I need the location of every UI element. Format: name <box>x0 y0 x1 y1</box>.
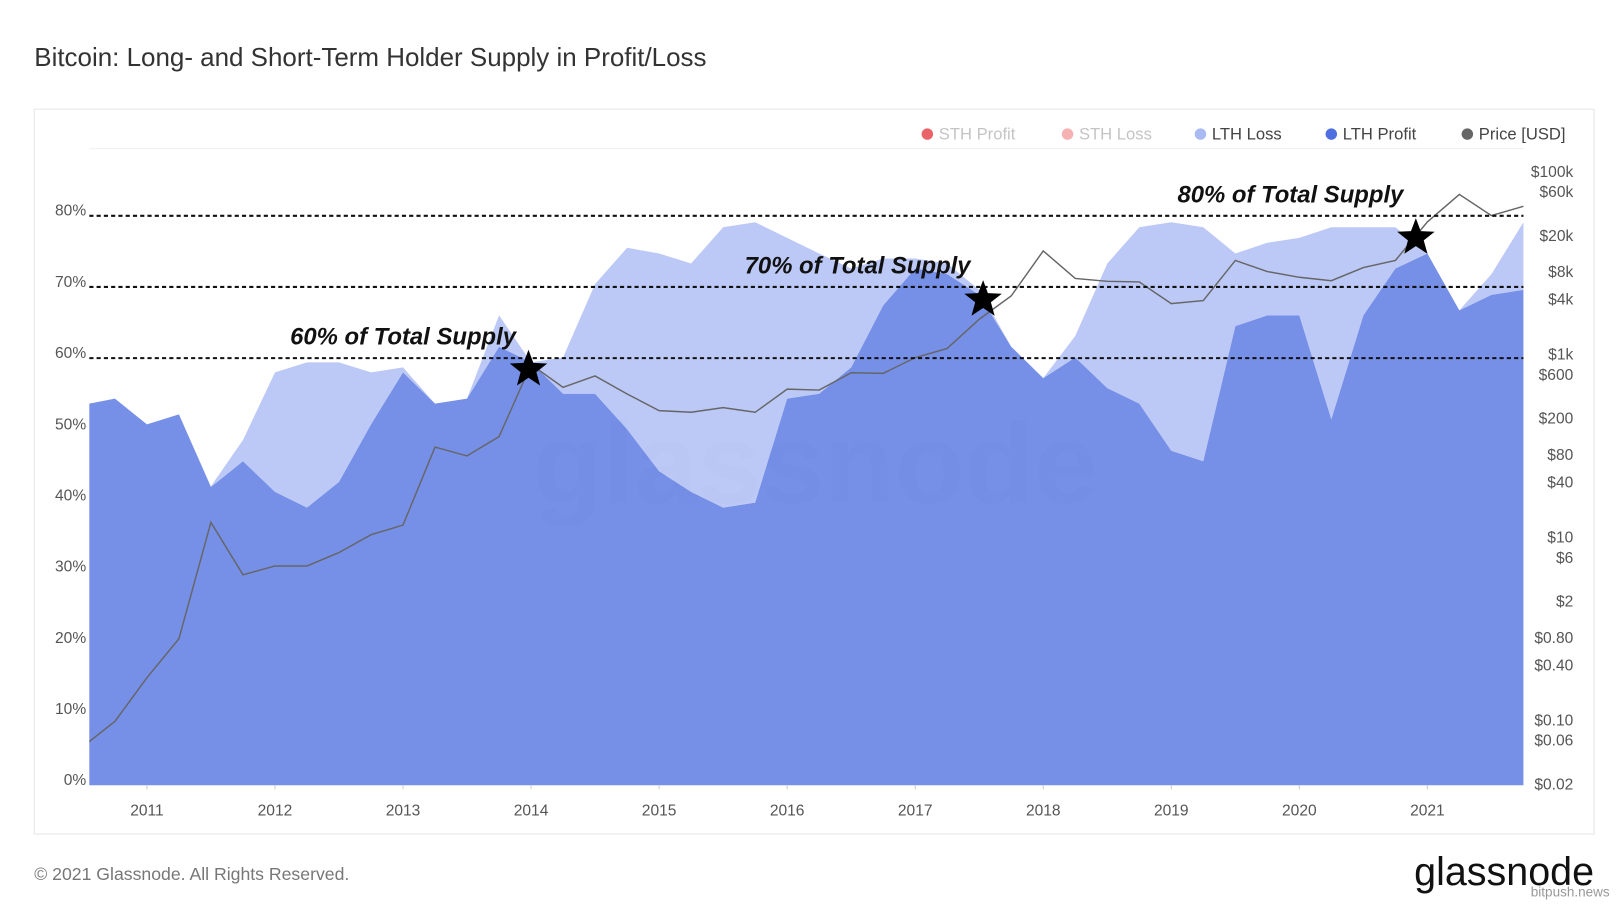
plot-area <box>88 193 1524 786</box>
legend-swatch <box>1194 128 1207 140</box>
source-watermark: bitpush.news <box>1531 885 1610 900</box>
legend-label: LTH Loss <box>1212 125 1282 144</box>
x-tick-label: 2012 <box>258 802 293 819</box>
x-tick-label: 2014 <box>514 802 549 819</box>
legend-item[interactable]: Price [USD] <box>1461 125 1566 144</box>
x-tick-label: 2011 <box>130 802 163 819</box>
x-tick-label: 2015 <box>642 802 677 819</box>
y-tick-label: 60% <box>55 345 86 362</box>
area <box>89 222 1524 508</box>
legend-item[interactable]: LTH Profit <box>1325 125 1417 144</box>
y2-tick-label: $60k <box>1540 184 1574 201</box>
y-tick-label: 80% <box>55 203 86 220</box>
legend-label: STH Profit <box>939 125 1016 144</box>
legend-label: LTH Profit <box>1343 125 1417 144</box>
x-tick-label: 2020 <box>1282 802 1317 819</box>
logo: glassnode <box>1414 850 1594 894</box>
y2-tick-label: $1k <box>1548 347 1573 364</box>
y2-tick-label: $20k <box>1540 228 1574 245</box>
legend-item[interactable]: STH Profit <box>921 125 1016 144</box>
annotation-label: 60% of Total Supply <box>290 324 518 351</box>
y2-tick-label: $4k <box>1548 292 1573 309</box>
legend-item[interactable]: LTH Loss <box>1194 125 1282 144</box>
x-tick-label: 2013 <box>386 802 421 819</box>
y-tick-label: 0% <box>64 772 87 789</box>
chart-title: Bitcoin: Long- and Short-Term Holder Sup… <box>34 42 706 72</box>
x-tick-label: 2017 <box>898 802 933 819</box>
legend-swatch <box>1461 128 1474 140</box>
annotation-label: 80% of Total Supply <box>1177 181 1405 208</box>
legend-label: STH Loss <box>1079 125 1152 144</box>
y-tick-label: 50% <box>55 416 86 433</box>
star-marker <box>1397 218 1435 254</box>
star-marker <box>509 349 548 386</box>
legend-swatch <box>1325 128 1338 140</box>
legend-swatch <box>1061 128 1074 140</box>
y2-tick-label: $0.02 <box>1534 776 1573 793</box>
y2-tick-label: $40 <box>1547 475 1573 492</box>
footer: © 2021 Glassnode. All Rights Reserved. <box>34 864 349 884</box>
y-tick-label: 40% <box>55 487 86 504</box>
price-line <box>88 193 1524 743</box>
y2-tick-label: $100k <box>1531 164 1574 181</box>
legend-swatch <box>921 128 934 140</box>
y2-tick-label: $0.10 <box>1534 712 1573 729</box>
y-tick-label: 30% <box>55 559 86 576</box>
y-tick-label: 70% <box>55 274 86 291</box>
y2-tick-label: $6 <box>1556 550 1573 567</box>
legend-item[interactable]: STH Loss <box>1061 125 1152 144</box>
y-tick-label: 20% <box>55 630 86 647</box>
star-marker <box>964 280 1002 316</box>
y2-tick-label: $200 <box>1539 411 1574 428</box>
x-tick-label: 2018 <box>1026 802 1061 819</box>
x-tick-label: 2019 <box>1154 802 1189 819</box>
y2-tick-label: $0.80 <box>1534 630 1573 647</box>
y2-tick-label: $2 <box>1556 593 1573 610</box>
y2-tick-label: $600 <box>1539 367 1574 384</box>
y2-tick-label: $8k <box>1548 264 1573 281</box>
area <box>89 253 1524 786</box>
y-tick-label: 10% <box>55 701 86 718</box>
annotation-label: 70% of Total Supply <box>745 253 973 280</box>
y2-tick-label: $0.06 <box>1534 733 1573 750</box>
y2-tick-label: $80 <box>1547 447 1573 464</box>
x-tick-label: 2016 <box>770 802 805 819</box>
y2-tick-label: $0.40 <box>1534 657 1573 674</box>
x-tick-label: 2021 <box>1410 802 1445 819</box>
legend-label: Price [USD] <box>1479 125 1566 144</box>
y2-tick-label: $10 <box>1547 530 1573 547</box>
